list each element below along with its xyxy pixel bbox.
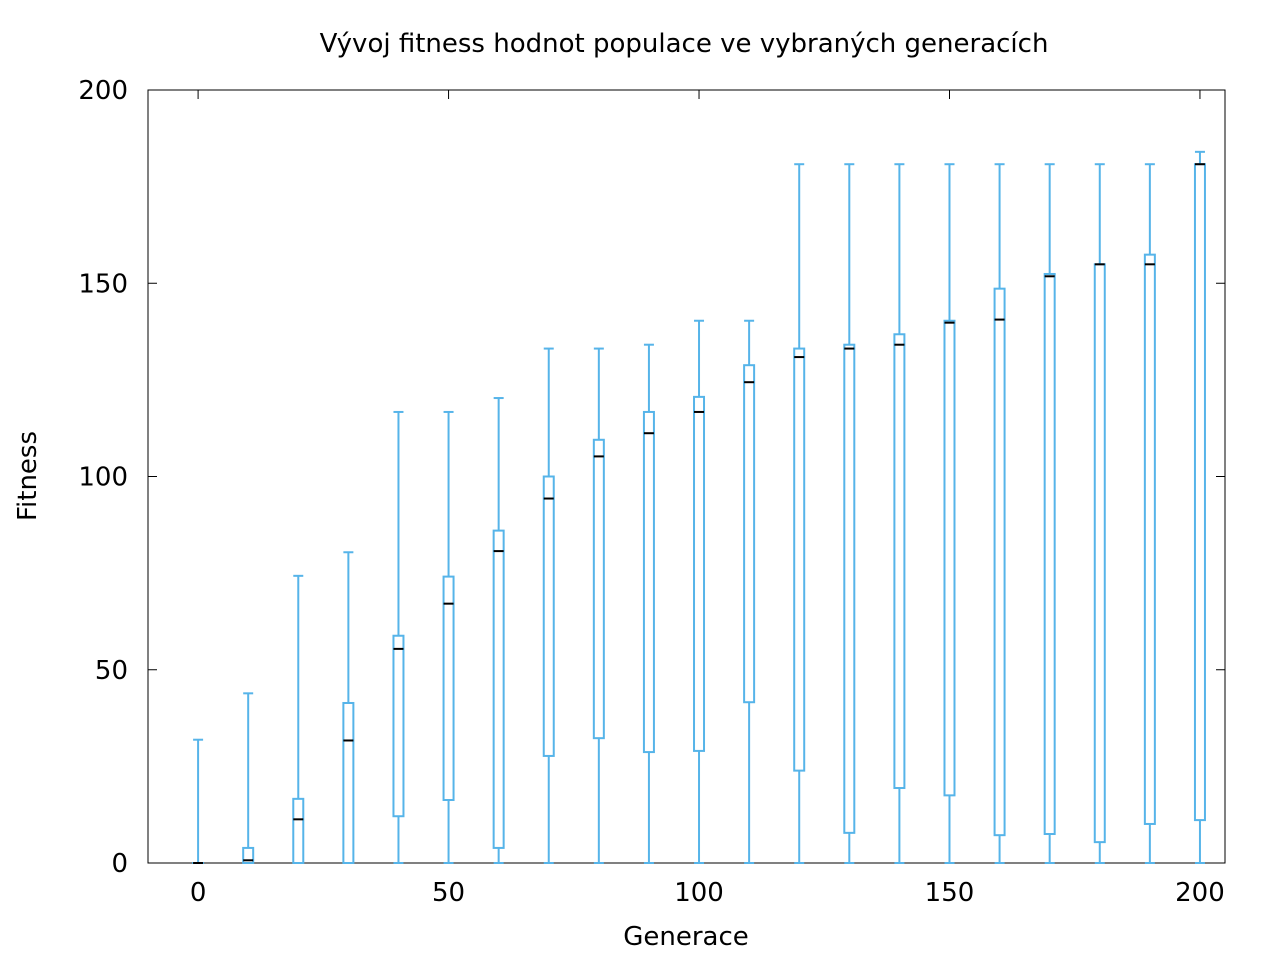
y-tick-label: 100 xyxy=(78,463,128,493)
iqr-box xyxy=(743,364,756,704)
y-tick-label: 50 xyxy=(95,656,128,686)
iqr-box xyxy=(1093,263,1106,844)
y-tick-label: 150 xyxy=(78,269,128,299)
x-axis-label: Generace xyxy=(623,922,749,952)
chart-title: Vývoj fitness hodnot populace ve vybraný… xyxy=(320,29,1049,59)
box-200 xyxy=(1193,150,1206,864)
iqr-box xyxy=(592,438,605,740)
iqr-box xyxy=(442,575,455,802)
iqr-box xyxy=(943,319,956,797)
iqr-box xyxy=(793,347,806,772)
iqr-box xyxy=(642,410,655,754)
box-30 xyxy=(342,551,355,865)
y-tick-label: 200 xyxy=(78,76,128,106)
box-10 xyxy=(242,692,255,865)
box-120 xyxy=(793,163,806,864)
iqr-box xyxy=(392,634,405,818)
box-0 xyxy=(192,738,205,865)
x-tick-label: 150 xyxy=(925,878,975,908)
box-180 xyxy=(1093,163,1106,864)
iqr-box xyxy=(542,475,555,757)
x-tick-label: 200 xyxy=(1175,878,1225,908)
axis-ticks: 0 50 100 150 200 0 50 100 150 200 xyxy=(78,76,1225,908)
iqr-box xyxy=(1043,272,1056,836)
box-140 xyxy=(893,163,906,864)
x-tick-label: 100 xyxy=(674,878,724,908)
box-80 xyxy=(592,347,605,864)
iqr-box xyxy=(893,333,906,790)
iqr-box xyxy=(993,287,1006,837)
iqr-box xyxy=(242,846,255,865)
box-series xyxy=(192,150,1206,865)
box-100 xyxy=(693,319,706,864)
box-40 xyxy=(392,410,405,864)
box-70 xyxy=(542,347,555,864)
plot-frame xyxy=(147,89,1226,864)
iqr-box xyxy=(693,395,706,752)
iqr-box xyxy=(1193,163,1206,822)
iqr-box xyxy=(342,701,355,865)
box-60 xyxy=(492,397,505,864)
x-tick-label: 50 xyxy=(432,878,465,908)
iqr-box xyxy=(1143,253,1156,825)
x-tick-label: 0 xyxy=(190,878,207,908)
iqr-box xyxy=(492,529,505,849)
box-110 xyxy=(743,319,756,864)
y-tick-label: 0 xyxy=(111,849,128,879)
box-90 xyxy=(642,343,655,864)
box-170 xyxy=(1043,163,1056,864)
iqr-box xyxy=(292,797,305,864)
y-axis-label: Fitness xyxy=(13,431,43,521)
box-160 xyxy=(993,163,1006,864)
box-130 xyxy=(843,163,856,864)
box-50 xyxy=(442,410,455,864)
box-20 xyxy=(292,574,305,864)
iqr-box xyxy=(843,343,856,834)
box-150 xyxy=(943,163,956,864)
box-190 xyxy=(1143,163,1156,864)
